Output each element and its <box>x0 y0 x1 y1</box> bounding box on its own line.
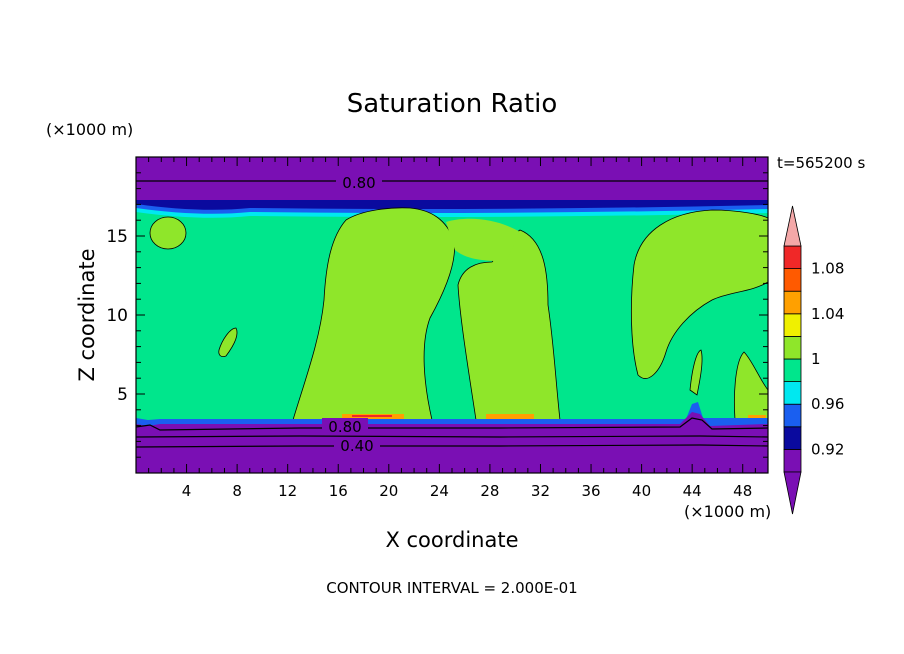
x-tick-label: 44 <box>683 482 702 500</box>
contour-line-080 <box>136 417 768 431</box>
x-tick-label: 24 <box>430 482 449 500</box>
x-tick-label: 36 <box>581 482 600 500</box>
x-tick-label: 8 <box>232 482 242 500</box>
colorbar: 0.92 0.96 1 1.04 1.08 <box>783 205 844 515</box>
contour-interval-label: CONTOUR INTERVAL = 2.000E-01 <box>326 579 577 597</box>
x-tick-label: 12 <box>278 482 297 500</box>
streak-right <box>748 415 766 419</box>
x-tick-label: 48 <box>733 482 752 500</box>
y-tick-labels: 5 10 15 <box>106 227 128 405</box>
colorbar-swatch <box>783 268 802 292</box>
blob-small <box>218 327 238 358</box>
colorbar-swatch <box>783 403 802 428</box>
colorbar-label: 1 <box>811 350 821 368</box>
y-tick-label: 15 <box>106 227 128 247</box>
band-top-edge-cyan <box>136 208 768 218</box>
colorbar-label: 1.04 <box>811 305 844 323</box>
colorbar-label: 0.92 <box>811 440 844 458</box>
time-label: t=565200 s <box>777 154 865 172</box>
band-top <box>136 157 768 201</box>
x-tick-label: 40 <box>632 482 651 500</box>
contour-field <box>136 157 768 473</box>
plume-far-right <box>631 209 768 379</box>
colorbar-over-arrow <box>783 205 802 247</box>
band-low-edge <box>136 402 768 427</box>
contour-line-040 <box>136 444 768 448</box>
colorbar-swatch <box>783 381 802 405</box>
colorbar-swatch <box>783 313 802 337</box>
colorbar-swatch <box>783 426 802 450</box>
contour-label-top: 0.80 <box>342 174 375 192</box>
plume-left <box>292 207 455 421</box>
colorbar-swatch <box>783 448 802 473</box>
colorbar-under-arrow <box>783 471 802 515</box>
colorbar-swatch <box>783 245 802 270</box>
colorbar-label: 1.08 <box>811 260 844 278</box>
colorbar-swatch <box>783 290 802 315</box>
contour-label-low: 0.40 <box>340 437 373 455</box>
chart-title: Saturation Ratio <box>347 89 558 119</box>
colorbar-label: 0.96 <box>811 395 844 413</box>
contour-line-060 <box>136 435 768 438</box>
y-axis-label: Z coordinate <box>75 248 99 381</box>
streak-left-red <box>352 415 392 417</box>
x-tick-label: 20 <box>379 482 398 500</box>
y-tick-label: 5 <box>117 385 128 405</box>
colorbar-swatch <box>783 335 802 360</box>
x-tick-label: 16 <box>329 482 348 500</box>
x-tick-labels: 4 8 12 16 20 24 28 32 36 40 44 48 <box>182 482 752 500</box>
streak-mid <box>486 414 534 419</box>
x-tick-label: 4 <box>182 482 192 500</box>
axis-ticks <box>136 157 768 473</box>
y-unit-label: (×1000 m) <box>46 120 133 139</box>
x-axis-label: X coordinate <box>385 528 518 552</box>
x-tick-label: 32 <box>531 482 550 500</box>
x-unit-label: (×1000 m) <box>684 502 771 521</box>
y-tick-label: 10 <box>106 306 128 326</box>
blob-edge-right <box>734 351 768 421</box>
blob-left <box>149 216 187 250</box>
x-tick-label: 28 <box>480 482 499 500</box>
plume-right-bridge <box>446 218 520 262</box>
colorbar-swatch <box>783 358 802 383</box>
contour-label-mid: 0.80 <box>328 418 361 436</box>
blob-spike <box>689 349 703 396</box>
